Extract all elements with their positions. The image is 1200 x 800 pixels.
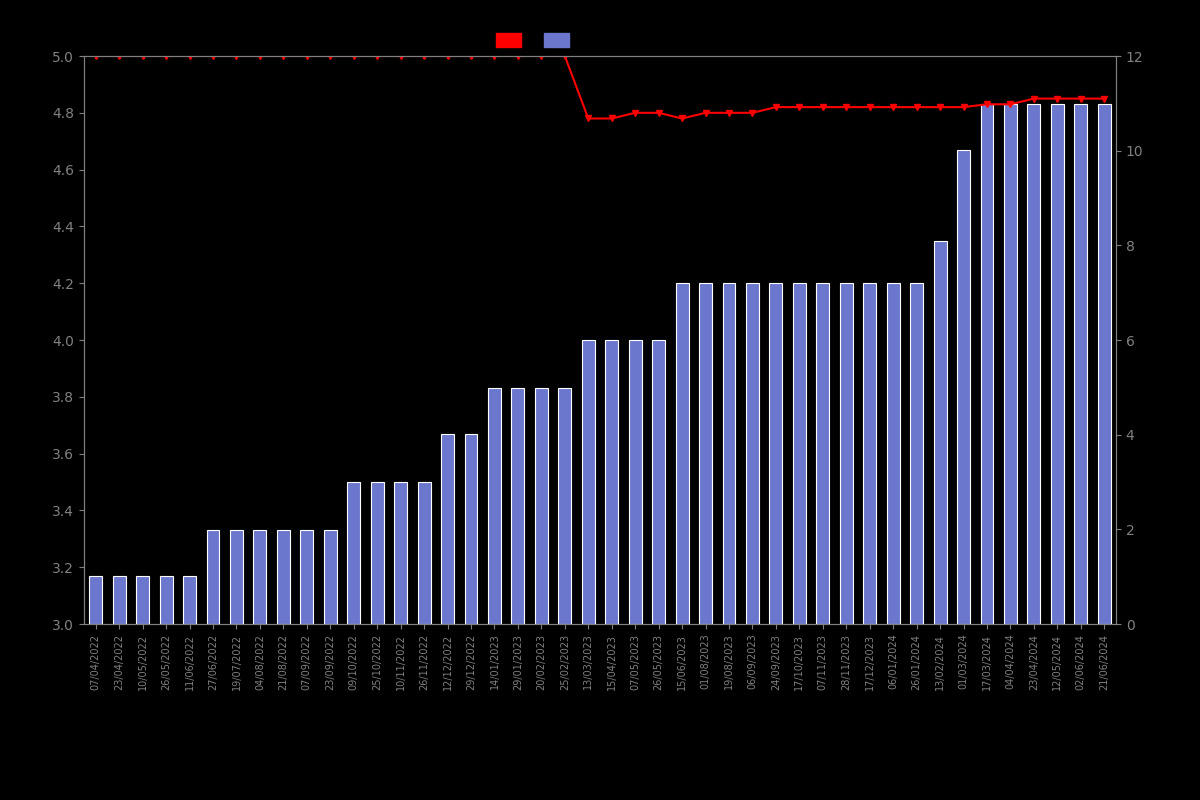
Bar [230,530,242,624]
Bar [769,283,782,624]
Bar [629,340,642,624]
Bar [418,482,431,624]
Bar [816,283,829,624]
Bar [160,576,173,624]
Bar [840,283,853,624]
Bar [253,530,266,624]
Bar [371,482,384,624]
Bar [1051,104,1064,624]
Bar [700,283,712,624]
Bar [277,530,290,624]
Bar [464,434,478,624]
Bar [535,388,548,624]
Bar [206,530,220,624]
Bar [1004,104,1016,624]
Bar [300,530,313,624]
Bar [676,283,689,624]
Bar [488,388,500,624]
Bar [980,104,994,624]
Bar [136,576,149,624]
Bar [442,434,454,624]
Bar [394,482,407,624]
Bar [582,340,595,624]
Bar [793,283,806,624]
Bar [184,576,196,624]
Bar [910,283,923,624]
Bar [958,150,970,624]
Bar [324,530,337,624]
Bar [89,576,102,624]
Bar [863,283,876,624]
Bar [1098,104,1111,624]
Bar [511,388,524,624]
Bar [887,283,900,624]
Bar [558,388,571,624]
Bar [934,241,947,624]
Bar [347,482,360,624]
Legend: , : , [492,29,584,52]
Bar [1074,104,1087,624]
Bar [746,283,758,624]
Bar [113,576,126,624]
Bar [1027,104,1040,624]
Bar [605,340,618,624]
Bar [722,283,736,624]
Bar [652,340,665,624]
